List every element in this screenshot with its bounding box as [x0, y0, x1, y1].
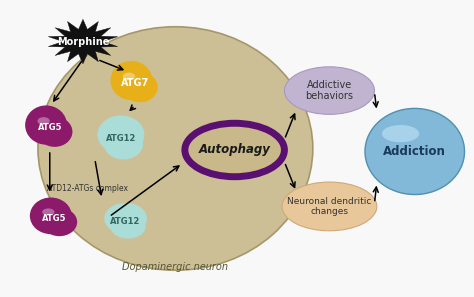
- Ellipse shape: [284, 67, 374, 114]
- Ellipse shape: [365, 108, 465, 195]
- Ellipse shape: [104, 129, 143, 159]
- Text: Neuronal dendritic
changes: Neuronal dendritic changes: [287, 197, 372, 216]
- Text: ATG5: ATG5: [42, 214, 67, 223]
- Ellipse shape: [37, 117, 50, 125]
- Ellipse shape: [42, 208, 77, 236]
- Text: ATG5: ATG5: [37, 123, 62, 132]
- Ellipse shape: [38, 27, 313, 270]
- Ellipse shape: [42, 208, 55, 216]
- Text: Dopaminergic neuron: Dopaminergic neuron: [122, 262, 228, 272]
- Text: Addiction: Addiction: [383, 145, 446, 158]
- Text: ATD12-ATGs complex: ATD12-ATGs complex: [47, 184, 128, 193]
- Ellipse shape: [98, 116, 144, 154]
- Text: ATG7: ATG7: [121, 78, 149, 88]
- Text: Morphine: Morphine: [57, 37, 109, 47]
- Ellipse shape: [282, 182, 377, 231]
- Ellipse shape: [25, 105, 67, 145]
- Ellipse shape: [104, 203, 147, 234]
- Ellipse shape: [110, 214, 146, 239]
- Ellipse shape: [37, 117, 73, 147]
- Ellipse shape: [375, 148, 459, 170]
- Ellipse shape: [122, 72, 158, 102]
- Ellipse shape: [30, 198, 72, 234]
- Ellipse shape: [185, 123, 284, 177]
- Ellipse shape: [110, 61, 152, 100]
- Polygon shape: [48, 19, 118, 64]
- Text: Addictive
behaviors: Addictive behaviors: [305, 80, 354, 101]
- Text: ATG12: ATG12: [110, 217, 141, 226]
- Text: Autophagy: Autophagy: [199, 143, 271, 157]
- Text: ATG12: ATG12: [106, 134, 136, 143]
- Ellipse shape: [123, 72, 135, 80]
- Ellipse shape: [382, 125, 419, 142]
